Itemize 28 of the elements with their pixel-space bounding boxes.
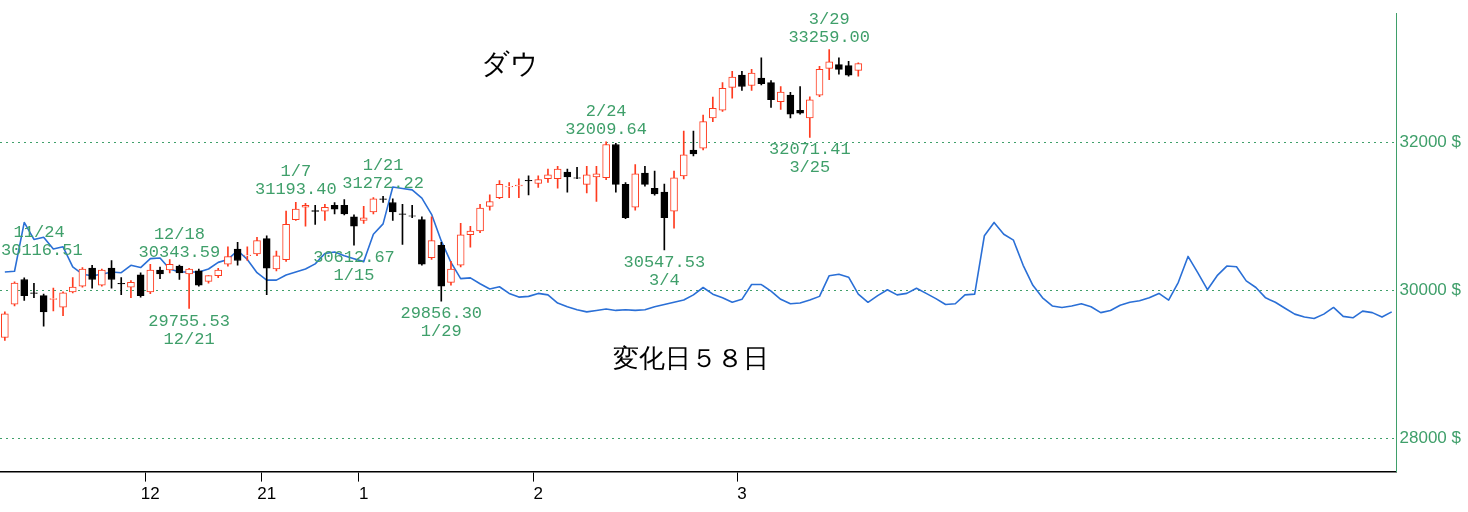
candlestick (515, 178, 523, 199)
x-tick-label: 12 (140, 484, 160, 504)
candlestick (185, 267, 193, 309)
candlestick (505, 182, 513, 199)
y-tick-label: 30000 $ (1399, 280, 1462, 300)
annotation: 1/7 31193.40 (254, 162, 337, 200)
candlestick (825, 49, 834, 81)
x-tick-label: 2 (533, 484, 543, 504)
x-tick-label: 1 (358, 484, 369, 504)
candlestick (359, 205, 368, 224)
annotation: 30547.53 3/4 (623, 252, 706, 290)
candlestick (243, 246, 252, 261)
annotation: 変化日５８日 (613, 342, 770, 373)
x-tick-label: 3 (737, 484, 747, 504)
x-tick-label: 21 (257, 484, 277, 504)
candlestick (117, 277, 126, 296)
annotation: 32071.41 3/25 (768, 140, 851, 178)
y-tick-label: 32000 $ (1399, 132, 1462, 152)
annotation: 29755.53 12/21 (148, 311, 230, 349)
annotation: 1/21 31272.22 (342, 156, 424, 194)
annotation: 3/29 33259.00 (788, 9, 871, 47)
text: ダウ (480, 47, 539, 81)
annotation: 12/18 30343.59 (138, 225, 221, 263)
annotation: 29856.30 1/29 (400, 304, 483, 342)
annotation: 2/24 32009.64 (565, 101, 647, 139)
candlestick (127, 280, 135, 298)
y-tick-label: 28000 $ (1399, 428, 1462, 448)
candlestick (757, 57, 766, 86)
